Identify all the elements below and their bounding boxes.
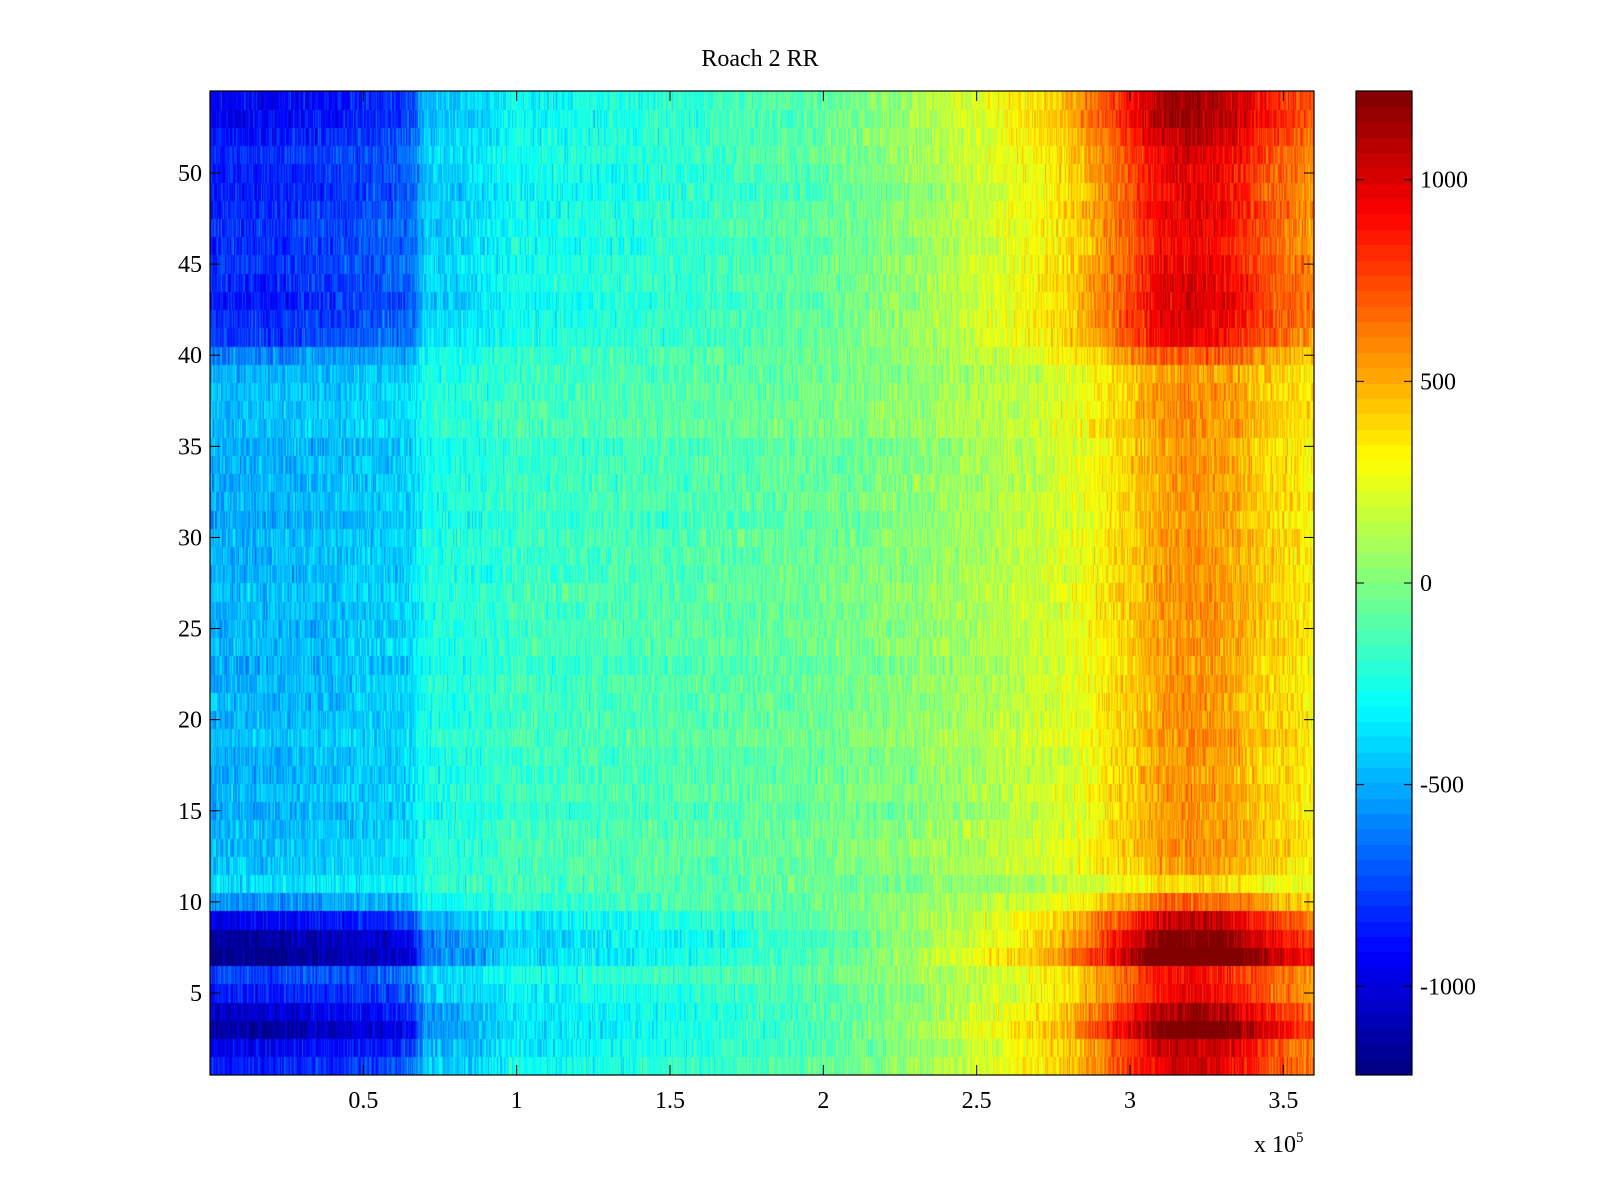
colorbar-axis: -1000 -500 0 500 1000 xyxy=(1356,168,1476,1000)
y-tick-label: 20 xyxy=(178,708,202,734)
x-exponent-label: x 105 xyxy=(1254,1130,1304,1158)
colorbar-tick-label: -1000 xyxy=(1420,974,1476,1000)
y-tick-label: 35 xyxy=(178,434,202,460)
x-tick-label: 1.5 xyxy=(655,1088,685,1114)
y-tick-label: 30 xyxy=(178,525,202,551)
x-tick-label: 3.5 xyxy=(1268,1088,1298,1114)
y-tick-label: 25 xyxy=(178,617,202,643)
plot-frame xyxy=(209,90,1315,1076)
y-tick-label: 45 xyxy=(178,252,202,278)
y-tick-label: 5 xyxy=(190,981,202,1007)
y-tick-label: 50 xyxy=(178,161,202,187)
colorbar-tick-label: 500 xyxy=(1420,369,1456,395)
x-tick-label: 3 xyxy=(1124,1088,1136,1114)
x-exponent-base: x 10 xyxy=(1254,1132,1296,1158)
colorbar-tick-label: 0 xyxy=(1420,571,1432,597)
x-exponent-power: 5 xyxy=(1296,1130,1304,1146)
y-tick-label: 10 xyxy=(178,890,202,916)
y-tick-label: 40 xyxy=(178,343,202,369)
y-axis: 5 10 15 20 25 30 35 40 45 50 xyxy=(178,161,1314,1007)
x-axis: 0.5 1 1.5 2 2.5 3 3.5 xyxy=(348,91,1298,1114)
x-tick-label: 0.5 xyxy=(348,1088,378,1114)
colorbar-tick-label: -500 xyxy=(1420,773,1464,799)
colorbar-gradient xyxy=(1356,91,1412,1075)
colorbar-tick-label: 1000 xyxy=(1420,168,1468,194)
chart-title: Roach 2 RR xyxy=(701,46,818,72)
x-tick-label: 1 xyxy=(511,1088,523,1114)
y-tick-label: 15 xyxy=(178,799,202,825)
x-tick-label: 2 xyxy=(817,1088,829,1114)
heatmap-image xyxy=(210,91,1314,1075)
colorbar-frame xyxy=(1355,90,1413,1076)
x-tick-label: 2.5 xyxy=(962,1088,992,1114)
